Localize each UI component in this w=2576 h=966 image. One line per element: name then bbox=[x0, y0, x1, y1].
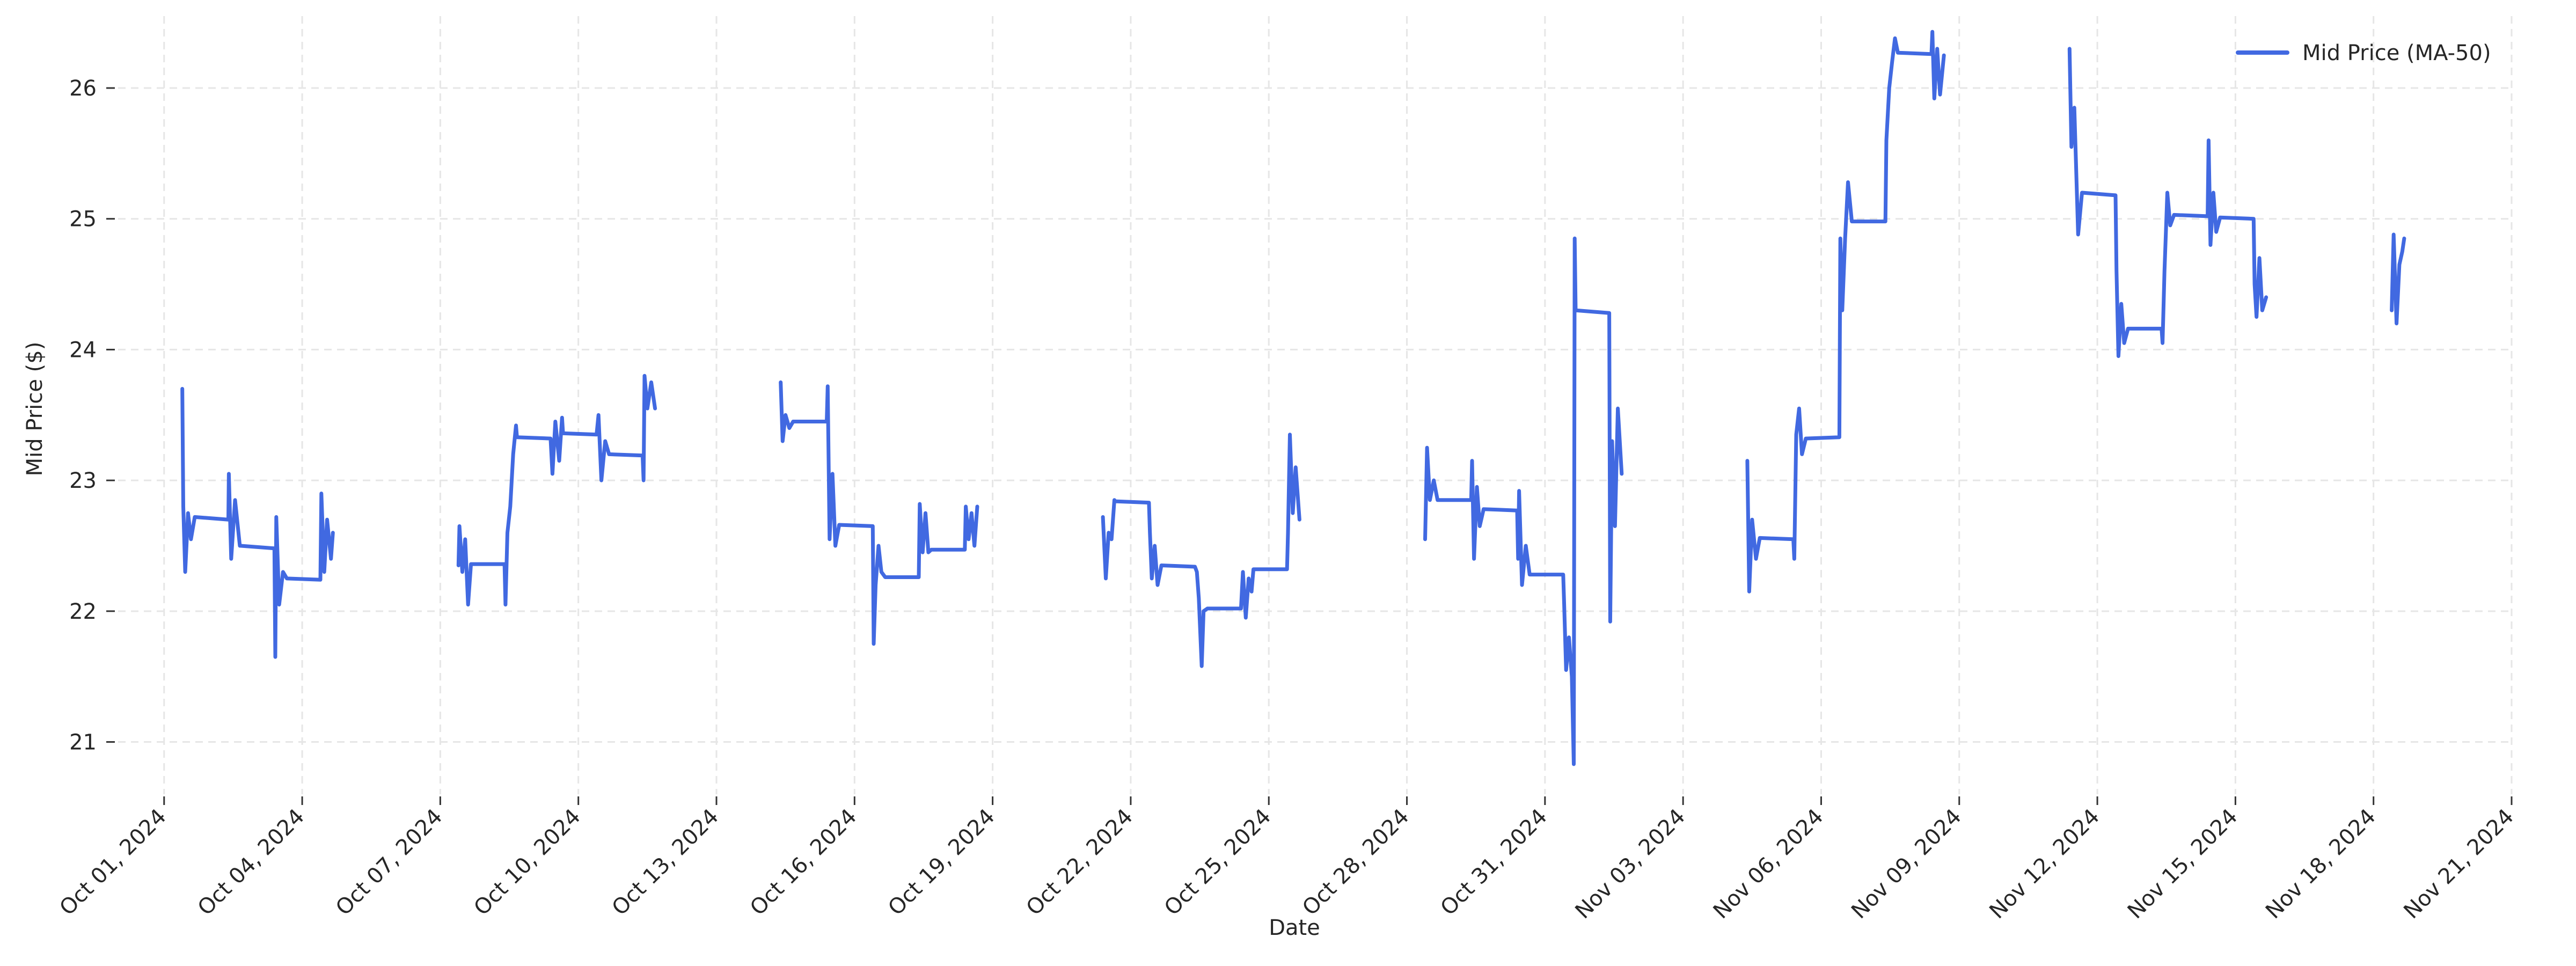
x-axis-title: Date bbox=[1269, 916, 1320, 940]
x-tick-label: Nov 21, 2024 bbox=[2399, 804, 2519, 924]
y-tick-label: 23 bbox=[69, 469, 97, 493]
series-line-segment bbox=[1423, 236, 1624, 766]
y-tick-label: 22 bbox=[69, 599, 97, 624]
x-tick-label: Oct 19, 2024 bbox=[883, 804, 999, 920]
series-line-segment bbox=[180, 387, 335, 659]
y-axis-ticks: 21 22 23 24 25 26 bbox=[69, 76, 115, 755]
x-tick-label: Nov 06, 2024 bbox=[1709, 804, 1828, 924]
series-line-segment bbox=[2067, 47, 2268, 358]
x-tick-label: Nov 15, 2024 bbox=[2123, 804, 2243, 924]
series-line-segment bbox=[779, 380, 979, 646]
x-axis-ticks: Oct 01, 2024 Oct 04, 2024 Oct 07, 2024 Oct … bbox=[55, 796, 2519, 924]
legend: Mid Price (MA-50) bbox=[2236, 41, 2491, 65]
series-layer bbox=[180, 30, 2406, 766]
legend-label: Mid Price (MA-50) bbox=[2302, 41, 2491, 65]
x-tick-label: Oct 16, 2024 bbox=[745, 804, 861, 920]
x-tick-label: Nov 12, 2024 bbox=[1985, 804, 2104, 924]
grid-layer bbox=[118, 16, 2513, 794]
x-tick-label: Oct 13, 2024 bbox=[608, 804, 723, 920]
series-line-segment bbox=[1101, 433, 1301, 668]
y-tick-label: 24 bbox=[69, 338, 97, 362]
series-line-segment bbox=[2390, 232, 2406, 326]
y-tick-label: 25 bbox=[69, 207, 97, 232]
y-tick-label: 21 bbox=[69, 730, 97, 755]
y-tick-label: 26 bbox=[69, 76, 97, 101]
x-tick-label: Oct 31, 2024 bbox=[1436, 804, 1552, 920]
x-tick-label: Nov 18, 2024 bbox=[2261, 804, 2381, 924]
x-tick-label: Oct 01, 2024 bbox=[55, 804, 171, 920]
x-tick-label: Oct 04, 2024 bbox=[193, 804, 309, 920]
x-tick-label: Oct 22, 2024 bbox=[1022, 804, 1138, 920]
x-tick-label: Oct 10, 2024 bbox=[469, 804, 585, 920]
series-line-segment bbox=[456, 374, 657, 607]
x-tick-label: Oct 25, 2024 bbox=[1160, 804, 1276, 920]
x-tick-label: Oct 07, 2024 bbox=[331, 804, 447, 920]
y-axis-title: Mid Price ($) bbox=[23, 342, 47, 477]
series-line-segment bbox=[1745, 30, 1946, 594]
x-tick-label: Oct 28, 2024 bbox=[1298, 804, 1414, 920]
x-tick-label: Nov 09, 2024 bbox=[1847, 804, 1966, 924]
x-tick-label: Nov 03, 2024 bbox=[1571, 804, 1690, 924]
